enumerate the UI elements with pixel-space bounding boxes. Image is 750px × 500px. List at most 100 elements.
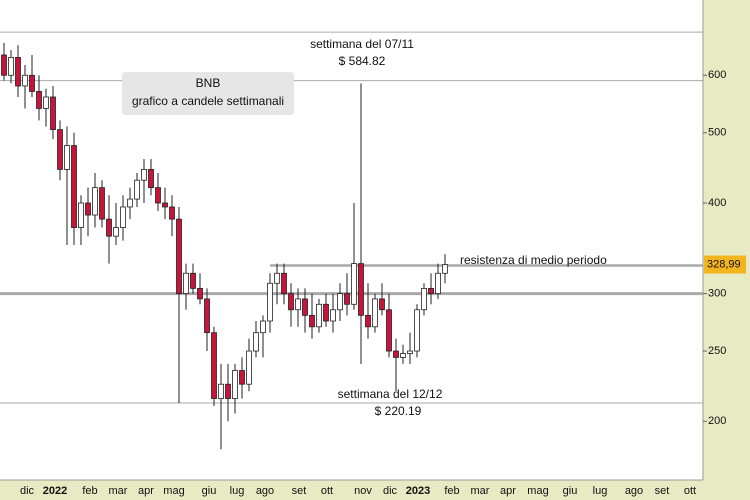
candle-body — [183, 272, 189, 295]
chart-subtitle: grafico a candele settimanali — [132, 94, 284, 108]
x-tick-label: apr — [500, 485, 516, 497]
candle-body — [50, 96, 56, 130]
candle-body — [1, 54, 7, 76]
candle-body — [393, 350, 399, 358]
candle-body — [85, 202, 91, 216]
candle-body — [295, 298, 301, 311]
x-tick-label: feb — [444, 485, 459, 497]
y-tick-label: 300 — [708, 288, 726, 300]
x-tick-label: ott — [684, 485, 696, 497]
candle-body — [78, 202, 84, 228]
candle-body — [435, 272, 441, 295]
candle-body — [288, 293, 294, 311]
candle-body — [428, 287, 434, 295]
x-tick-label: feb — [82, 485, 97, 497]
candle-body — [120, 206, 126, 228]
candle-body — [309, 314, 315, 328]
candle-body — [141, 169, 147, 181]
last-price-label: 328,99 — [707, 258, 741, 270]
candle-body — [8, 57, 14, 76]
candle-body — [267, 282, 273, 322]
candle-body — [211, 332, 217, 399]
candle-body — [274, 272, 280, 284]
annotation: resistenza di medio periodo — [460, 253, 607, 267]
y-tick-label: 200 — [708, 415, 726, 427]
candle-body — [204, 298, 210, 334]
candle-body — [148, 169, 154, 189]
x-tick-label: lug — [230, 485, 245, 497]
candle-body — [113, 227, 119, 237]
y-tick-label: 400 — [708, 197, 726, 209]
annotation: settimana del 12/12 — [338, 387, 443, 401]
title-box — [122, 72, 294, 115]
candle-body — [57, 129, 63, 170]
candle-body — [169, 206, 175, 220]
x-tick-label: dic — [383, 485, 398, 497]
x-tick-label: dic — [20, 485, 35, 497]
candle-body — [36, 91, 42, 109]
candle-body — [127, 198, 133, 208]
candle-body — [15, 57, 21, 87]
candle-body — [260, 320, 266, 334]
x-tick-label: nov — [354, 485, 372, 497]
chart-title: BNB — [196, 76, 221, 90]
y-tick-label: 600 — [708, 69, 726, 81]
candle-body — [99, 187, 105, 220]
candle-body — [400, 353, 406, 358]
candle-body — [253, 332, 259, 352]
x-tick-label: giu — [202, 485, 217, 497]
candle-body — [442, 264, 448, 274]
candle-body — [372, 298, 378, 328]
x-tick-label: set — [292, 485, 307, 497]
candle-body — [386, 309, 392, 352]
x-tick-label: mag — [163, 485, 184, 497]
x-axis-panel — [0, 480, 750, 500]
y-tick-label: 500 — [708, 127, 726, 139]
x-tick-label: ago — [256, 485, 274, 497]
x-tick-label: apr — [138, 485, 154, 497]
candle-body — [414, 309, 420, 352]
candle-body — [92, 187, 98, 216]
candle-body — [407, 350, 413, 354]
x-tick-label: mag — [527, 485, 548, 497]
last-price-box — [704, 255, 746, 274]
candle-body — [134, 179, 140, 200]
annotation: $ 220.19 — [375, 404, 422, 418]
candle-body — [176, 218, 182, 295]
candle-body — [218, 383, 224, 399]
candle-body — [190, 272, 196, 289]
candle-body — [337, 293, 343, 311]
x-tick-label: lug — [593, 485, 608, 497]
y-tick-label: 250 — [708, 345, 726, 357]
candle-body — [246, 350, 252, 385]
candle-body — [330, 309, 336, 322]
candle-body — [379, 298, 385, 311]
plot-area — [0, 31, 703, 450]
candle-body — [162, 202, 168, 208]
x-tick-label: giu — [563, 485, 578, 497]
candle-body — [358, 263, 364, 316]
candle-body — [365, 314, 371, 328]
candle-body — [43, 96, 49, 109]
candle-body — [197, 287, 203, 300]
x-tick-label: ott — [321, 485, 333, 497]
candle-body — [351, 263, 357, 305]
candle-body — [323, 303, 329, 322]
x-tick-label: set — [655, 485, 670, 497]
x-tick-label: 2023 — [406, 485, 430, 497]
candle-body — [316, 303, 322, 328]
candle-body — [421, 287, 427, 311]
annotation: $ 584.82 — [339, 54, 386, 68]
candle-body — [239, 370, 245, 385]
candle-body — [71, 145, 77, 228]
candle-body — [232, 370, 238, 399]
candle-body — [64, 145, 70, 170]
candle-body — [22, 74, 28, 87]
x-tick-label: ago — [625, 485, 643, 497]
x-tick-label: mar — [471, 485, 490, 497]
candle-body — [302, 298, 308, 316]
candle-body — [106, 218, 112, 237]
candle-body — [155, 187, 161, 204]
